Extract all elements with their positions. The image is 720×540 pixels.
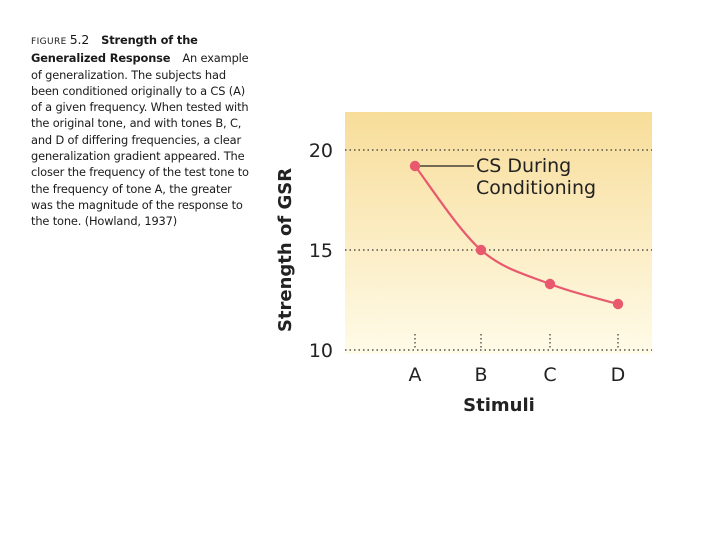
x-tick-label: B (474, 364, 487, 386)
data-point-b (475, 244, 487, 256)
figure-number: 5.2 (69, 32, 90, 47)
series-line (414, 165, 619, 306)
annotation-label-line2: Conditioning (476, 177, 596, 199)
data-point-d (612, 298, 624, 310)
y-tick-label: 15 (309, 240, 333, 262)
figure-body: An example of generalization. The subjec… (31, 51, 249, 229)
x-tick-label: C (543, 364, 556, 386)
plot-background (345, 112, 652, 354)
y-tick-label: 10 (309, 340, 333, 362)
y-tick-labels: 20 15 10 (309, 140, 333, 362)
y-tick-label: 20 (309, 140, 333, 162)
data-point-c (544, 278, 556, 290)
annotation-label-line1: CS During (476, 155, 571, 177)
figure-title: Strength of the Generalized Response (31, 33, 198, 66)
x-tick-label: A (409, 364, 422, 386)
x-tick-labels: A B C D (409, 364, 626, 386)
category-guides (414, 334, 619, 349)
gridlines (345, 149, 652, 351)
data-point-a (409, 160, 421, 172)
x-tick-label: D (611, 364, 626, 386)
x-axis-label: Stimuli (463, 395, 535, 416)
data-points (409, 160, 624, 310)
y-axis-label: Strength of GSR (275, 168, 296, 332)
figure-label: FIGURE (31, 37, 67, 47)
figure-caption: FIGURE 5.2 Strength of the Generalized Res… (31, 32, 249, 230)
